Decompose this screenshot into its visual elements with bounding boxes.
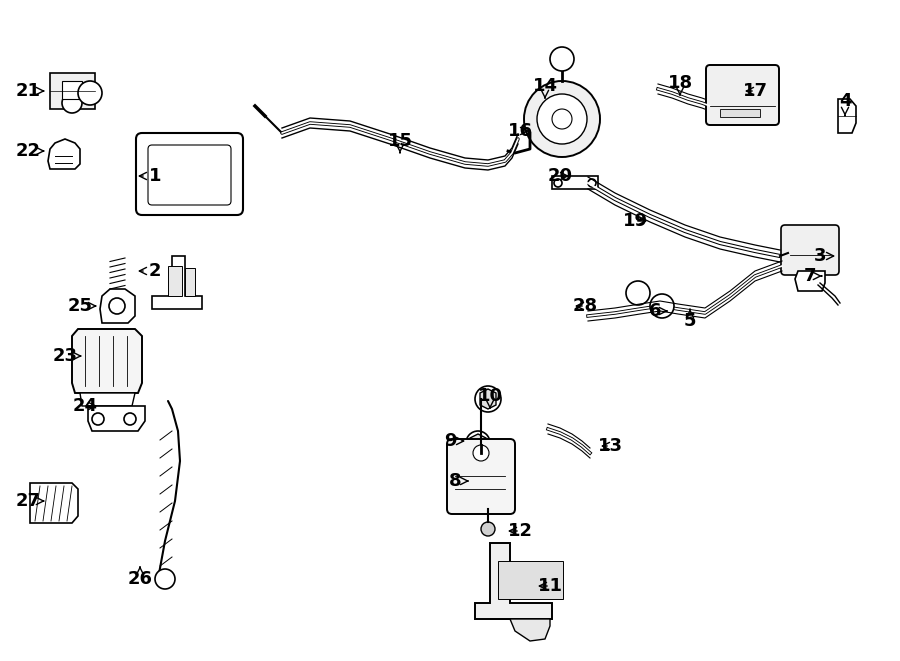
Text: 4: 4 [839,92,851,116]
Text: 16: 16 [508,122,533,140]
Circle shape [475,386,501,412]
Text: 6: 6 [649,302,667,320]
Text: 1: 1 [140,167,161,185]
Text: 2: 2 [140,262,161,280]
Bar [720,109,760,117]
Circle shape [124,413,136,425]
FancyBboxPatch shape [136,133,243,215]
Text: 9: 9 [444,432,464,450]
Circle shape [78,81,102,105]
Polygon shape [480,389,496,409]
Text: 13: 13 [598,437,623,455]
Polygon shape [80,393,135,406]
Text: 25: 25 [68,297,95,315]
FancyBboxPatch shape [447,439,515,514]
FancyBboxPatch shape [148,145,231,205]
Text: 15: 15 [388,132,412,153]
Text: 22: 22 [15,142,44,160]
Circle shape [588,179,596,187]
Circle shape [626,281,650,305]
Circle shape [473,445,489,461]
Polygon shape [838,99,856,133]
Text: 26: 26 [128,567,152,588]
Text: 24: 24 [73,397,97,415]
Polygon shape [88,406,145,431]
Text: 20: 20 [547,167,572,185]
Circle shape [109,298,125,314]
Text: 14: 14 [533,77,557,98]
Text: 11: 11 [537,577,562,595]
Bar [62,81,82,99]
Bar [185,268,195,296]
Circle shape [466,431,490,455]
Text: 7: 7 [804,267,822,285]
Circle shape [524,81,600,157]
Polygon shape [152,256,202,309]
Bar [498,561,563,599]
Text: 23: 23 [52,347,81,365]
FancyBboxPatch shape [706,65,779,125]
Circle shape [62,93,82,113]
Circle shape [92,413,104,425]
Polygon shape [50,73,95,109]
Polygon shape [795,271,825,291]
Text: 8: 8 [449,472,468,490]
Circle shape [650,294,674,318]
Polygon shape [30,483,78,523]
Text: 19: 19 [623,212,647,230]
Polygon shape [72,329,142,393]
Circle shape [155,569,175,589]
Circle shape [552,109,572,129]
Text: 12: 12 [508,522,533,540]
Circle shape [537,94,587,144]
Text: 28: 28 [572,297,598,315]
Polygon shape [475,543,552,619]
Polygon shape [490,619,550,641]
Text: 5: 5 [684,309,697,330]
FancyBboxPatch shape [781,225,839,275]
Circle shape [554,179,562,187]
Polygon shape [552,176,598,189]
Circle shape [550,47,574,71]
Polygon shape [470,434,486,452]
Circle shape [481,522,495,536]
Polygon shape [100,289,135,323]
Bar [168,266,182,296]
Text: 10: 10 [478,387,502,408]
Text: 27: 27 [15,492,44,510]
Text: 18: 18 [668,74,693,95]
Text: 21: 21 [15,82,44,100]
Text: 17: 17 [742,82,768,100]
Polygon shape [48,139,80,169]
Text: 3: 3 [814,247,833,265]
